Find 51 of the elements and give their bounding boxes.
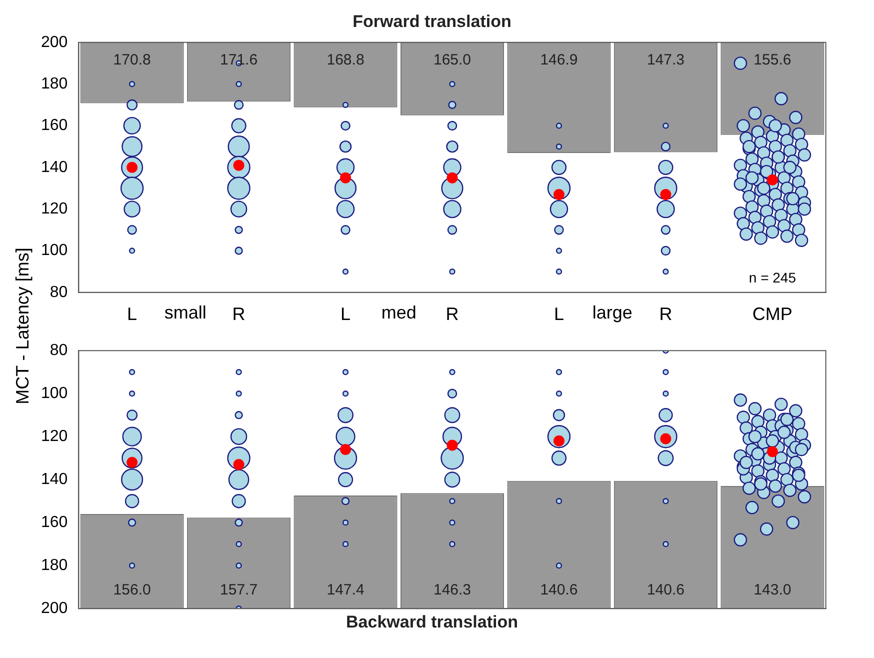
text: small	[164, 302, 206, 322]
y-tick-label: 200	[40, 34, 68, 51]
x-tick-label: L	[340, 304, 351, 324]
point	[660, 188, 672, 200]
annotation: 143.0	[754, 582, 792, 599]
annotation: 140.6	[646, 582, 684, 599]
point	[553, 188, 564, 200]
x-tick-label: L	[127, 304, 138, 324]
x-tick-label: CMP	[752, 304, 792, 324]
chart-title: Forward translation	[352, 12, 512, 31]
annotation: 155.6	[754, 52, 792, 69]
annotation: 147.4	[326, 582, 364, 599]
y-tick-label: 120	[40, 428, 68, 446]
y-tick-label: 180	[40, 75, 68, 92]
text: Backward translation	[346, 612, 518, 632]
text: large	[592, 302, 632, 322]
point	[446, 440, 458, 451]
annotation: 156.0	[113, 582, 151, 599]
text: med	[381, 302, 416, 322]
y-tick-label: 200	[40, 600, 68, 618]
x-tick-label: R	[659, 304, 672, 324]
y-tick-label: 140	[40, 471, 68, 488]
point	[340, 172, 352, 184]
y-tick-label: 100	[40, 385, 68, 402]
y-axis-title: MCT - Latency [ms]	[12, 247, 34, 404]
point	[340, 444, 352, 455]
y-tick-label: 140	[40, 158, 68, 176]
x-tick-label: L	[554, 304, 564, 324]
annotation: 146.9	[540, 52, 578, 69]
x-tick-label: R	[232, 304, 246, 324]
y-tick-label: 160	[40, 514, 68, 532]
y-tick-label: 80	[50, 284, 68, 301]
annotation: 147.3	[646, 52, 684, 69]
y-tick-label: 180	[40, 557, 68, 574]
y-tick-label: 100	[40, 242, 68, 260]
x-tick-label: R	[446, 304, 459, 324]
annotation: 157.7	[220, 582, 258, 599]
annotation: 165.0	[433, 52, 472, 69]
point	[233, 459, 244, 470]
annotation: 168.8	[326, 52, 364, 69]
annotation: 140.6	[540, 582, 578, 599]
point	[446, 172, 458, 184]
point	[766, 174, 778, 186]
y-tick-label: 120	[40, 200, 68, 218]
point	[766, 446, 778, 458]
annotation: n = 245	[748, 269, 796, 286]
y-tick-label: 80	[50, 342, 68, 360]
annotation: 171.6	[220, 52, 258, 69]
annotation: 146.3	[433, 582, 472, 599]
y-tick-label: 160	[40, 117, 68, 134]
annotation: 170.8	[113, 52, 151, 69]
